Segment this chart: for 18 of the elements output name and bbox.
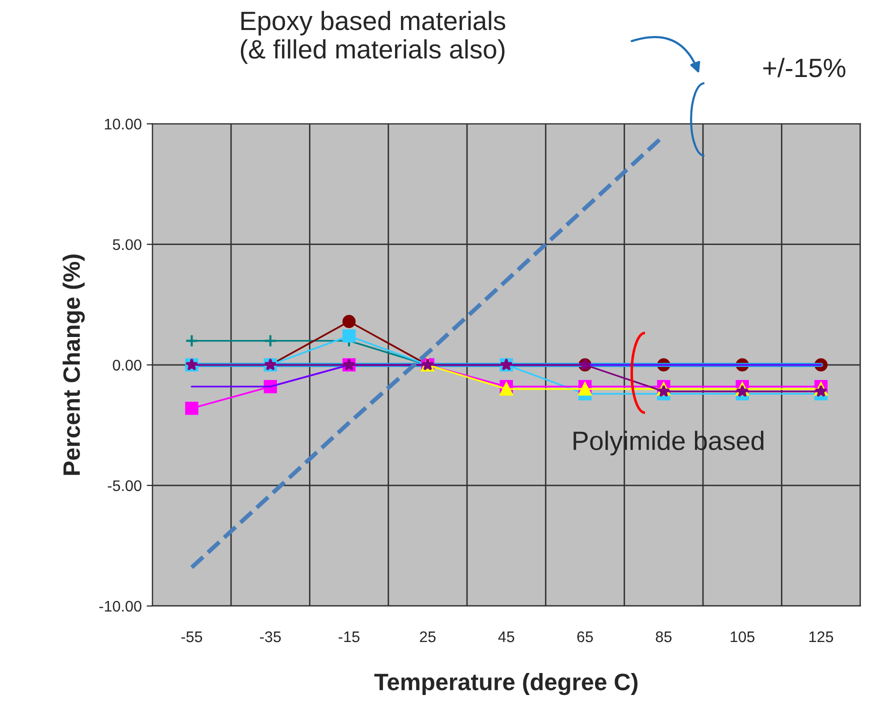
x-tick-label: 105: [730, 631, 754, 642]
x-tick-label: -15: [338, 632, 360, 642]
y-tick-label: 0.00: [112, 360, 142, 371]
x-tick-label: 125: [809, 631, 834, 642]
y-tick-label: 5.00: [112, 239, 142, 250]
y-axis-title: Percent Change (%): [62, 254, 85, 475]
y-tick-label: -5.00: [108, 480, 142, 492]
x-tick-label: -55: [181, 632, 202, 642]
x-tick-label: 85: [656, 631, 672, 642]
text: Epoxy based materials (& filled materials also): [240, 10, 506, 64]
x-tick-label: -35: [260, 631, 281, 642]
x-tick-label: 25: [420, 631, 436, 642]
y-tick-label: -10.00: [99, 600, 142, 612]
y-tick-label: 10.00: [104, 118, 142, 130]
x-tick-label: 65: [577, 631, 593, 642]
x-axis-title: Temperature (degree C): [374, 673, 638, 696]
text: +/-15%: [763, 58, 846, 78]
x-tick-label: 45: [498, 632, 514, 642]
